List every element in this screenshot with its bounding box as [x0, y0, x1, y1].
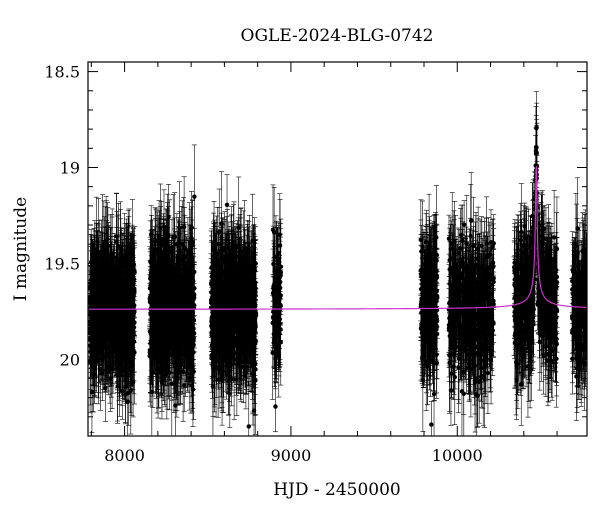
- chart-title: OGLE-2024-BLG-0742: [241, 26, 434, 46]
- plot-data-group: [88, 91, 587, 436]
